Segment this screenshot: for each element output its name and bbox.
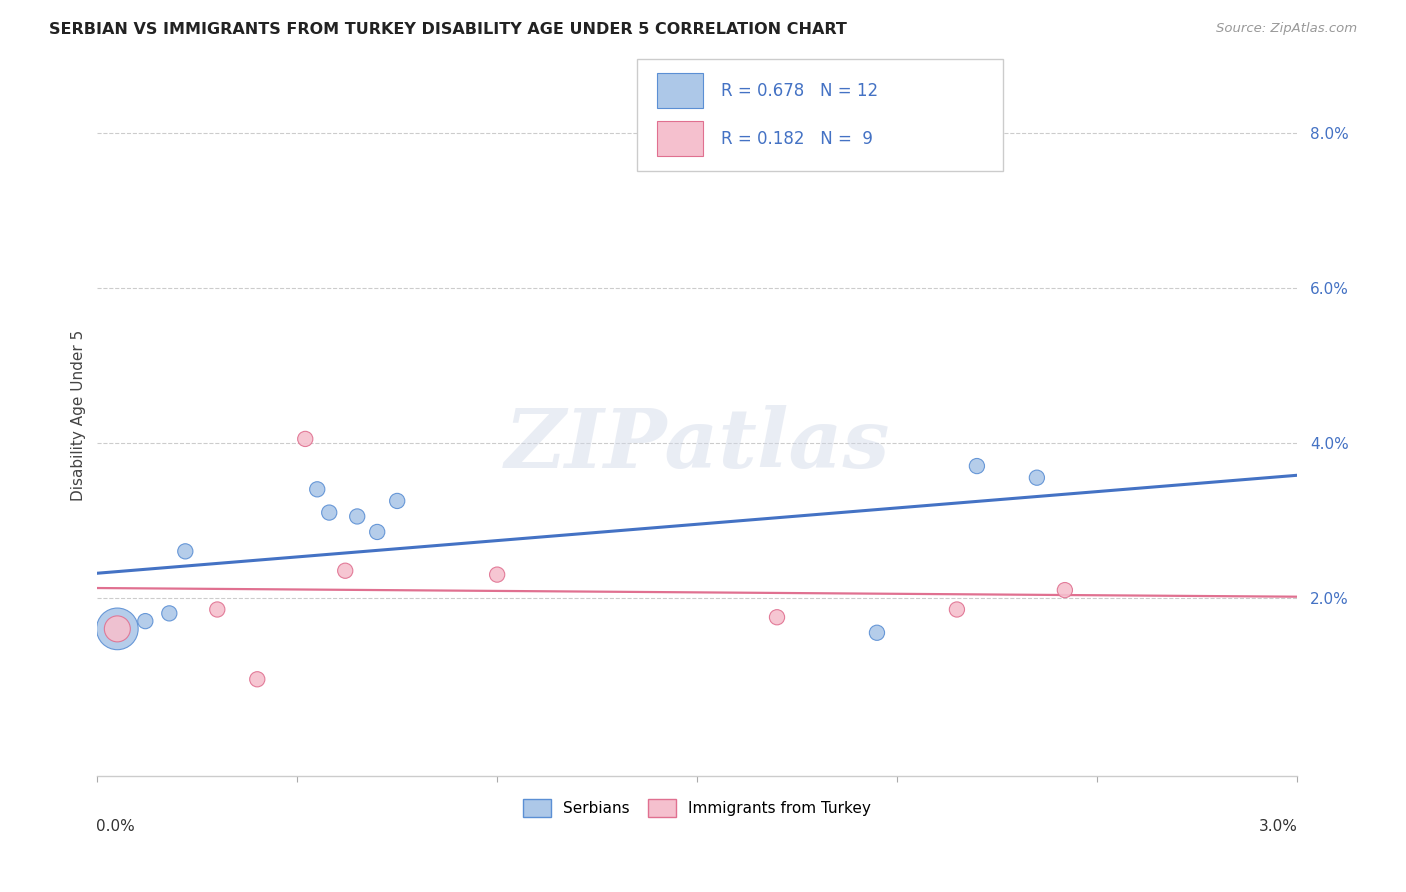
Point — [366, 524, 388, 539]
Text: SERBIAN VS IMMIGRANTS FROM TURKEY DISABILITY AGE UNDER 5 CORRELATION CHART: SERBIAN VS IMMIGRANTS FROM TURKEY DISABI… — [49, 22, 846, 37]
Text: R = 0.182   N =  9: R = 0.182 N = 9 — [721, 129, 873, 148]
Point — [766, 610, 789, 624]
Point — [174, 544, 197, 558]
Bar — [658, 121, 703, 156]
Point — [335, 564, 357, 578]
Point — [134, 614, 156, 628]
Legend: Serbians, Immigrants from Turkey: Serbians, Immigrants from Turkey — [517, 793, 877, 822]
Point — [246, 673, 269, 687]
Point — [1053, 583, 1076, 598]
Point — [486, 567, 509, 582]
Text: 3.0%: 3.0% — [1260, 820, 1298, 834]
Point — [307, 483, 329, 497]
Point — [318, 506, 340, 520]
Point — [294, 432, 316, 446]
Point — [105, 622, 128, 636]
Point — [105, 622, 128, 636]
Y-axis label: Disability Age Under 5: Disability Age Under 5 — [72, 330, 86, 501]
Point — [157, 607, 180, 621]
FancyBboxPatch shape — [637, 59, 1002, 170]
Text: R = 0.678   N = 12: R = 0.678 N = 12 — [721, 81, 879, 100]
Point — [946, 602, 969, 616]
Text: Source: ZipAtlas.com: Source: ZipAtlas.com — [1216, 22, 1357, 36]
Point — [346, 509, 368, 524]
Text: 0.0%: 0.0% — [96, 820, 135, 834]
Point — [1025, 471, 1047, 485]
Point — [966, 458, 988, 473]
Bar — [658, 73, 703, 108]
Text: ZIPatlas: ZIPatlas — [505, 404, 890, 484]
Point — [387, 494, 409, 508]
Point — [207, 602, 229, 616]
Point — [866, 625, 889, 640]
